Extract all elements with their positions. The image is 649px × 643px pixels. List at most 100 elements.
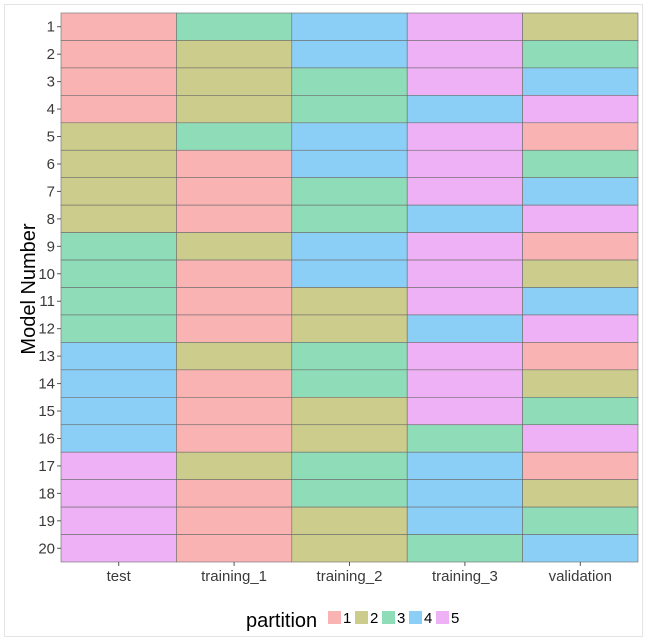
- legend-swatch: [328, 611, 341, 624]
- heatmap-cell: [522, 40, 639, 69]
- y-tick-label: 8: [47, 211, 55, 228]
- heatmap-cell: [522, 177, 639, 206]
- y-tick-label: 5: [47, 129, 55, 146]
- heatmap-cell: [176, 40, 293, 69]
- heatmap-cell: [291, 369, 408, 398]
- heatmap-cell: [406, 149, 523, 179]
- heatmap-cell: [291, 40, 408, 69]
- heatmap-cell: [60, 506, 177, 535]
- heatmap-cell: [522, 149, 639, 179]
- heatmap-cell: [522, 396, 639, 426]
- heatmap-cell: [522, 479, 639, 508]
- x-tick-label: training_2: [317, 568, 383, 585]
- heatmap-cell: [60, 479, 177, 508]
- heatmap-cell: [406, 95, 523, 124]
- heatmap-cell: [176, 95, 293, 124]
- y-tick-label: 7: [47, 183, 55, 200]
- heatmap-cell: [60, 12, 177, 41]
- x-tick-label: test: [107, 568, 132, 585]
- heatmap-cell: [291, 451, 408, 480]
- heatmap-cell: [522, 534, 639, 563]
- y-tick-label: 16: [38, 430, 55, 447]
- heatmap-cell: [291, 232, 408, 261]
- y-tick-label: 15: [38, 403, 55, 420]
- heatmap-cell: [291, 424, 408, 453]
- x-tick-label: training_1: [201, 568, 267, 585]
- heatmap-cell: [522, 232, 639, 261]
- legend-swatch: [409, 611, 422, 624]
- heatmap-cell: [60, 232, 177, 261]
- heatmap-cell: [406, 67, 523, 96]
- heatmap-cell: [291, 396, 408, 426]
- heatmap-cell: [60, 259, 177, 288]
- heatmap-cell: [406, 12, 523, 41]
- heatmap-cell: [522, 259, 639, 288]
- heatmap-cell: [291, 95, 408, 124]
- heatmap-cell: [176, 342, 293, 371]
- heatmap-cell: [406, 259, 523, 288]
- heatmap-cell: [176, 506, 293, 535]
- heatmap-cell: [406, 177, 523, 206]
- heatmap-cell: [406, 479, 523, 508]
- heatmap-cell: [406, 451, 523, 480]
- heatmap-cell: [522, 204, 639, 233]
- y-tick-label: 2: [47, 46, 55, 63]
- heatmap-cell: [60, 314, 177, 343]
- y-tick-label: 13: [38, 348, 55, 365]
- heatmap-cell: [291, 204, 408, 233]
- heatmap-cell: [176, 232, 293, 261]
- legend-label: 3: [397, 610, 405, 627]
- heatmap-cell: [291, 122, 408, 151]
- heatmap-cell: [60, 534, 177, 563]
- y-tick-label: 19: [38, 513, 55, 530]
- heatmap-cell: [60, 204, 177, 233]
- heatmap-cell: [176, 12, 293, 41]
- heatmap-cell: [522, 451, 639, 480]
- heatmap-cell: [176, 149, 293, 179]
- y-tick-label: 11: [39, 293, 55, 310]
- y-axis-title: Model Number: [18, 223, 40, 355]
- legend: partition 1 2 3 4 5: [246, 610, 459, 632]
- heatmap-cell: [522, 122, 639, 151]
- legend-label: 5: [451, 610, 459, 627]
- y-tick-label: 9: [47, 238, 55, 255]
- heatmap-cell: [60, 122, 177, 151]
- heatmap-cell: [522, 287, 639, 316]
- heatmap-cell: [291, 12, 408, 41]
- heatmap-cell: [60, 67, 177, 96]
- heatmap-cell: [60, 40, 177, 69]
- heatmap-cell: [176, 396, 293, 426]
- y-tick-label: 14: [38, 376, 55, 393]
- legend-swatch: [355, 611, 368, 624]
- heatmap-cell: [291, 314, 408, 343]
- heatmap-cell: [291, 479, 408, 508]
- heatmap-cell: [406, 369, 523, 398]
- heatmap-cell: [60, 149, 177, 179]
- heatmap-cell: [291, 259, 408, 288]
- heatmap-cell: [176, 424, 293, 453]
- y-tick-label: 10: [38, 266, 55, 283]
- heatmap-cell: [176, 287, 293, 316]
- heatmap-cell: [406, 287, 523, 316]
- y-tick-label: 17: [38, 458, 55, 475]
- y-tick-label: 3: [47, 74, 55, 91]
- heatmap-cell: [291, 67, 408, 96]
- x-tick-label: validation: [549, 568, 612, 585]
- heatmap-cell: [291, 177, 408, 206]
- heatmap-cell: [406, 204, 523, 233]
- heatmap-cell: [176, 122, 293, 151]
- heatmap-cell: [176, 259, 293, 288]
- heatmap-cell: [60, 424, 177, 453]
- heatmap-cell: [176, 479, 293, 508]
- heatmap-cell: [176, 67, 293, 96]
- heatmap-cell: [291, 506, 408, 535]
- heatmap-cell: [176, 451, 293, 480]
- heatmap-cell: [522, 12, 639, 41]
- y-tick-label: 1: [47, 19, 55, 36]
- heatmap-cell: [60, 287, 177, 316]
- heatmap-cell: [291, 342, 408, 371]
- heatmap-cell: [522, 369, 639, 398]
- heatmap-cell: [176, 369, 293, 398]
- legend-title: partition: [246, 610, 317, 632]
